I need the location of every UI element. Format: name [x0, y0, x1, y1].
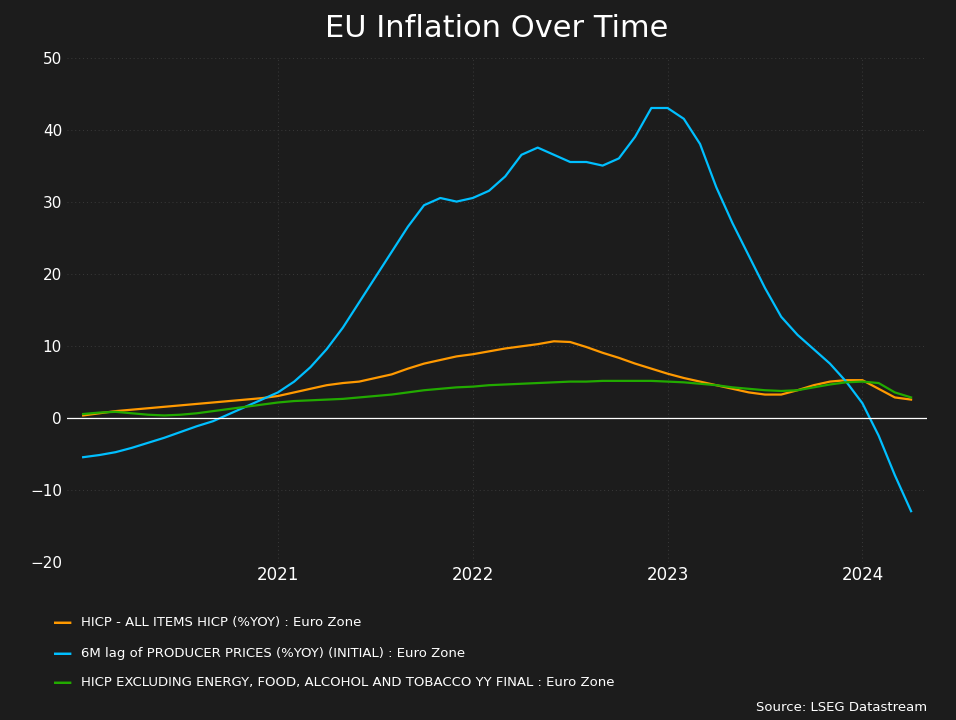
- Title: EU Inflation Over Time: EU Inflation Over Time: [325, 14, 669, 42]
- Text: Source: LSEG Datastream: Source: LSEG Datastream: [756, 701, 927, 714]
- Text: —: —: [53, 644, 72, 662]
- Text: —: —: [53, 613, 72, 632]
- Text: 6M lag of PRODUCER PRICES (%YOY) (INITIAL) : Euro Zone: 6M lag of PRODUCER PRICES (%YOY) (INITIA…: [81, 647, 466, 660]
- Text: HICP EXCLUDING ENERGY, FOOD, ALCOHOL AND TOBACCO YY FINAL : Euro Zone: HICP EXCLUDING ENERGY, FOOD, ALCOHOL AND…: [81, 676, 615, 689]
- Text: —: —: [53, 673, 72, 692]
- Text: HICP - ALL ITEMS HICP (%YOY) : Euro Zone: HICP - ALL ITEMS HICP (%YOY) : Euro Zone: [81, 616, 361, 629]
